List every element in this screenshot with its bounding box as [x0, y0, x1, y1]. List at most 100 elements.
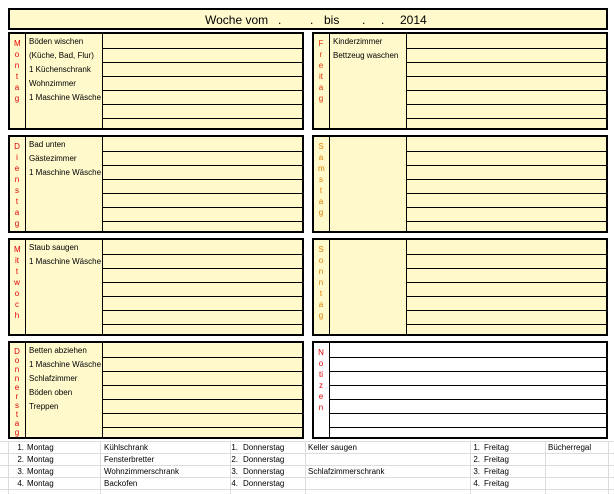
- rotation-task: Kühlschrank: [104, 443, 149, 452]
- row-line: [406, 62, 606, 63]
- row-line: [329, 427, 606, 428]
- title-dot: .: [310, 13, 314, 27]
- row-line: [406, 90, 606, 91]
- rotation-day: Donnerstag: [243, 443, 285, 452]
- divider: [25, 343, 26, 437]
- divider: [329, 343, 330, 437]
- grid-line: [470, 441, 471, 494]
- divider: [329, 240, 330, 334]
- row-line: [102, 48, 302, 49]
- row-line: [406, 310, 606, 311]
- row-line: [406, 296, 606, 297]
- divider: [102, 343, 103, 437]
- row-line: [406, 48, 606, 49]
- grid-line: [0, 489, 614, 490]
- rotation-number: 1.: [17, 443, 24, 452]
- day-block: Mittwoch Staub saugen 1 Maschine Wäsche: [8, 238, 304, 336]
- task: (Küche, Bad, Flur): [29, 51, 94, 60]
- day-block: Sonntag: [312, 238, 608, 336]
- row-line: [406, 207, 606, 208]
- day-name: Freitag: [318, 39, 324, 103]
- row-line: [102, 221, 302, 222]
- rotation-number: 2.: [473, 455, 480, 464]
- row-line: [406, 118, 606, 119]
- row-line: [102, 254, 302, 255]
- rotation-day: Freitag: [484, 443, 509, 452]
- grid-line: [608, 441, 609, 494]
- task: Schlafzimmer: [29, 374, 78, 383]
- rotation-number: 3.: [17, 467, 24, 476]
- rotation-number: 2.: [17, 455, 24, 464]
- rotation-task: Fensterbretter: [104, 455, 155, 464]
- row-line: [102, 399, 302, 400]
- divider: [25, 240, 26, 334]
- rotation-day: Donnerstag: [243, 467, 285, 476]
- row-line: [102, 385, 302, 386]
- task: Böden wischen: [29, 37, 84, 46]
- grid-line: [0, 477, 614, 478]
- divider: [406, 137, 407, 231]
- row-line: [406, 221, 606, 222]
- rotation-task: Wohnzimmerschrank: [104, 467, 179, 476]
- task: Gästezimmer: [29, 154, 77, 163]
- row-line: [406, 282, 606, 283]
- divider: [329, 34, 330, 128]
- rotation-task: Schlafzimmerschrank: [308, 467, 385, 476]
- row-line: [406, 76, 606, 77]
- row-line: [102, 296, 302, 297]
- row-line: [102, 371, 302, 372]
- grid-line: [8, 441, 9, 494]
- task: Kinderzimmer: [333, 37, 383, 46]
- day-block: Samstag: [312, 135, 608, 233]
- notes-block: Notizen: [312, 341, 608, 439]
- rotation-number: 3.: [231, 467, 238, 476]
- task: Treppen: [29, 402, 59, 411]
- row-line: [406, 179, 606, 180]
- title-dot: .: [278, 13, 282, 27]
- row-line: [102, 282, 302, 283]
- row-line: [102, 413, 302, 414]
- task: 1 Maschine Wäsche: [29, 93, 102, 102]
- row-line: [329, 413, 606, 414]
- title-dot: .: [362, 13, 366, 27]
- rotation-task: Bücherregal: [548, 443, 592, 452]
- row-line: [102, 179, 302, 180]
- rotation-task: Keller saugen: [308, 443, 357, 452]
- row-line: [102, 310, 302, 311]
- row-line: [406, 151, 606, 152]
- task: Wohnzimmer: [29, 79, 76, 88]
- rotation-day: Montag: [27, 479, 54, 488]
- day-block: Freitag Kinderzimmer Bettzeug waschen: [312, 32, 608, 130]
- rotation-day: Freitag: [484, 467, 509, 476]
- row-line: [406, 104, 606, 105]
- row-line: [329, 371, 606, 372]
- row-line: [102, 90, 302, 91]
- rotation-day: Montag: [27, 467, 54, 476]
- rotation-day: Montag: [27, 455, 54, 464]
- row-line: [102, 118, 302, 119]
- day-name: Notizen: [318, 348, 324, 412]
- divider: [406, 240, 407, 334]
- rotation-day: Freitag: [484, 455, 509, 464]
- row-line: [329, 399, 606, 400]
- divider: [102, 137, 103, 231]
- title-dot: .: [381, 13, 385, 27]
- row-line: [102, 193, 302, 194]
- day-block: Dienstag Bad unten Gästezimmer 1 Maschine W…: [8, 135, 304, 233]
- rotation-day: Freitag: [484, 479, 509, 488]
- task: 1 Maschine Wäsche: [29, 360, 102, 369]
- task: 1 Küchenschrank: [29, 65, 91, 74]
- divider: [406, 34, 407, 128]
- day-name: Mittwoch: [14, 245, 21, 320]
- divider: [102, 240, 103, 334]
- grid-line: [0, 465, 614, 466]
- divider: [25, 34, 26, 128]
- row-line: [329, 357, 606, 358]
- row-line: [406, 324, 606, 325]
- day-name: Samstag: [318, 142, 325, 217]
- title-prefix: Woche vom: [205, 13, 269, 27]
- task: Staub saugen: [29, 243, 79, 252]
- title-bis: bis: [324, 13, 340, 27]
- grid-line: [100, 441, 101, 494]
- row-line: [102, 151, 302, 152]
